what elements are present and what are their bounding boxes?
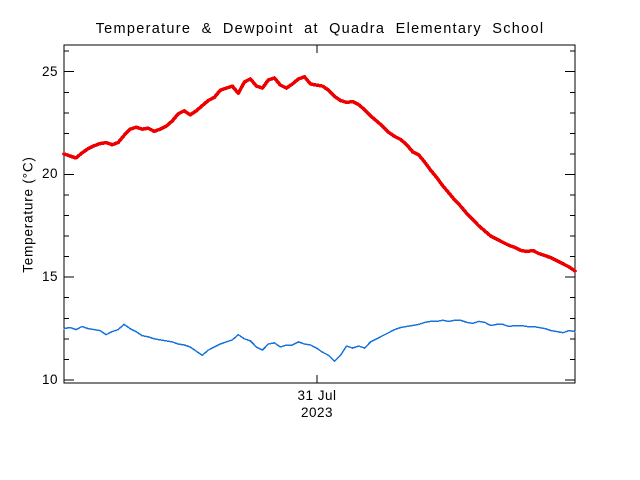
dewpoint-series-line bbox=[63, 319, 576, 363]
chart-title: Temperature & Dewpoint at Quadra Element… bbox=[95, 21, 545, 37]
y-tick-label: 25 bbox=[41, 63, 58, 79]
x-tick-label-date: 31 Jul bbox=[297, 388, 337, 403]
y-tick-label: 20 bbox=[41, 166, 58, 182]
x-tick-label-year: 2023 bbox=[300, 405, 334, 420]
y-tick-label: 15 bbox=[41, 269, 58, 285]
y-tick-label: 10 bbox=[41, 371, 58, 387]
plot-box bbox=[63, 44, 576, 384]
temperature-series-line bbox=[62, 75, 577, 273]
